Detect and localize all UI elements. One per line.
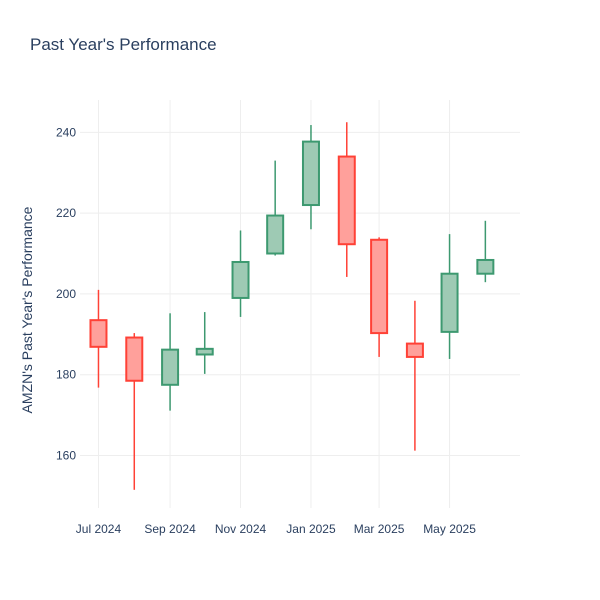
candle-decreasing [337,122,356,277]
candle-increasing [301,125,320,230]
candle-body [337,155,356,246]
y-tick-label: 240 [56,125,76,139]
candle-layer [89,122,495,490]
y-tick-label: 200 [56,287,76,301]
candle-decreasing [405,300,424,451]
candle-decreasing [89,289,108,388]
chart-title: Past Year's Performance [30,35,217,54]
candle-body [125,336,144,382]
candle-body [231,260,250,299]
candle-decreasing [125,333,144,490]
candle-body [195,347,214,356]
candle-increasing [476,220,495,283]
y-tick-label: 220 [56,206,76,220]
x-tick-label: May 2025 [423,522,476,536]
candle-increasing [231,230,250,317]
x-tick-label: Nov 2024 [215,522,267,536]
y-axis-title: AMZN's Past Year's Performance [19,206,35,413]
candle-increasing [195,312,214,374]
y-tick-label: 180 [56,368,76,382]
x-tick-label: Sep 2024 [144,522,196,536]
candle-decreasing [370,237,389,357]
candle-body [161,348,180,386]
candle-body [266,214,285,255]
axis-layer: 160 180 200 220 240 Jul 2024 Sep 2024 Nov 2024 J… [56,125,476,536]
candle-body [476,258,495,275]
candle-increasing [266,160,285,256]
candle-increasing [440,234,459,359]
x-tick-label: Mar 2025 [354,522,405,536]
y-tick-label: 160 [56,448,76,462]
candle-body [89,319,108,348]
candle-body [440,272,459,333]
candle-increasing [161,313,180,411]
candle-body [301,140,320,207]
x-tick-label: Jul 2024 [76,522,122,536]
candle-body [370,238,389,335]
x-tick-label: Jan 2025 [286,522,336,536]
candle-body [405,342,424,358]
